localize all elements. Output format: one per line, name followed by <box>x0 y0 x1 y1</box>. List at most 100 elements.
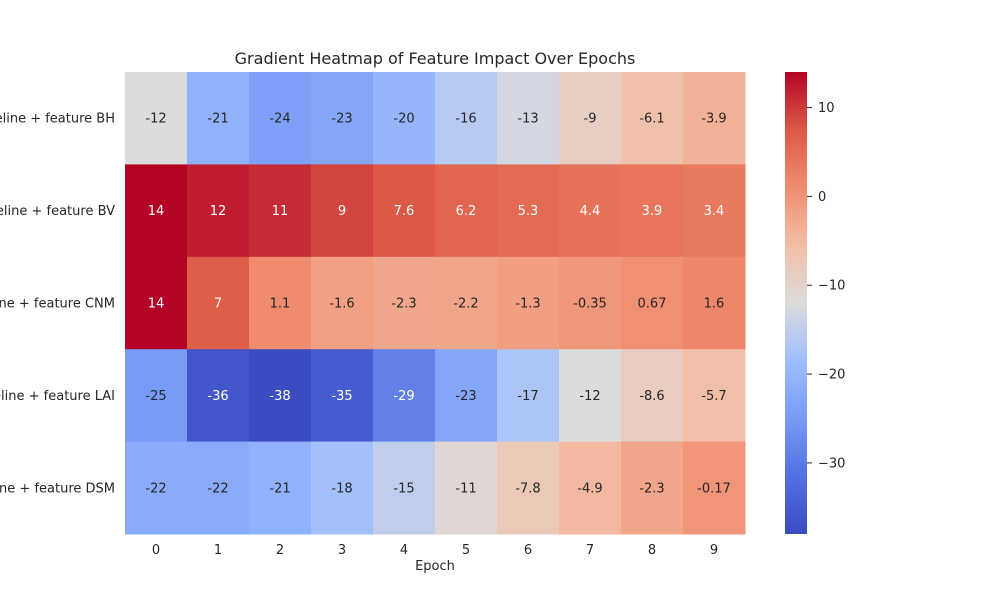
heatmap-cell <box>311 349 374 443</box>
cell-value-label: -2.3 <box>391 297 416 312</box>
heatmap-cell <box>559 349 622 443</box>
cell-value-label: -38 <box>269 389 290 404</box>
heatmap-cell <box>559 441 622 535</box>
x-tick-label: 1 <box>214 543 222 558</box>
heatmap-cell <box>373 256 436 350</box>
heatmap-cell <box>683 72 746 165</box>
cell-value-label: -1.6 <box>329 297 354 312</box>
cell-value-label: -12 <box>145 112 166 127</box>
heatmap-cell <box>621 256 684 350</box>
cell-value-label: -15 <box>393 481 414 496</box>
heatmap-cell <box>311 256 374 350</box>
heatmap-cell <box>187 164 250 258</box>
cell-value-label: 14 <box>148 297 165 312</box>
heatmap-cell <box>249 256 312 350</box>
heatmap-cell <box>187 441 250 535</box>
x-tick-label: 3 <box>338 543 346 558</box>
cell-value-label: -36 <box>207 389 228 404</box>
y-tick-label: Baseline + feature CNM <box>0 297 115 312</box>
heatmap-cell <box>187 349 250 443</box>
cell-value-label: -4.9 <box>577 481 602 496</box>
colorbar <box>785 72 807 534</box>
heatmap-cell <box>187 256 250 350</box>
cell-value-label: 6.2 <box>456 204 477 219</box>
cell-value-label: 1.6 <box>704 297 725 312</box>
x-tick-label: 4 <box>400 543 408 558</box>
x-tick-labels: 0 1 2 3 4 5 6 7 8 9 <box>152 543 718 558</box>
cell-value-label: 3.9 <box>642 204 663 219</box>
cell-value-label: -25 <box>145 389 166 404</box>
heatmap-cell <box>311 441 374 535</box>
x-axis-label: Epoch <box>415 559 455 574</box>
heatmap-cell <box>683 349 746 443</box>
x-tick-label: 8 <box>648 543 656 558</box>
cell-value-label: -5.7 <box>701 389 726 404</box>
heatmap-cell <box>373 164 436 258</box>
cell-value-label: -22 <box>207 481 228 496</box>
cell-value-label: -22 <box>145 481 166 496</box>
heatmap-cell <box>125 441 188 535</box>
heatmap-cell <box>497 349 560 443</box>
heatmap-cell <box>621 349 684 443</box>
x-tick-label: 6 <box>524 543 532 558</box>
cell-value-label: 3.4 <box>704 204 725 219</box>
heatmap-cell <box>435 256 498 350</box>
heatmap-cell <box>683 256 746 350</box>
cell-value-label: -29 <box>393 389 414 404</box>
cell-value-label: -11 <box>455 481 476 496</box>
cell-value-label: 1.1 <box>270 297 291 312</box>
colorbar-ticks: 10 0 −10 −20 −30 <box>807 101 845 471</box>
x-tick-label: 2 <box>276 543 284 558</box>
cell-value-label: 4.4 <box>580 204 601 219</box>
heatmap-cell <box>125 72 188 165</box>
heatmap-cell <box>683 164 746 258</box>
heatmap-cell <box>435 441 498 535</box>
x-tick-label: 9 <box>710 543 718 558</box>
x-tick-label: 0 <box>152 543 160 558</box>
cell-value-label: -20 <box>393 112 414 127</box>
cell-value-label: 5.3 <box>518 204 539 219</box>
chart-title: Gradient Heatmap of Feature Impact Over … <box>235 49 636 68</box>
cell-value-label: 9 <box>338 204 346 219</box>
cell-value-label: -3.9 <box>701 112 726 127</box>
heatmap-cell <box>373 441 436 535</box>
heatmap-cell <box>559 164 622 258</box>
x-tick-label: 5 <box>462 543 470 558</box>
heatmap-cell <box>621 441 684 535</box>
cell-value-label: -6.1 <box>639 112 664 127</box>
heatmap-cell <box>559 256 622 350</box>
cell-value-label: 12 <box>210 204 227 219</box>
cell-value-label: -16 <box>455 112 476 127</box>
heatmap-cell <box>621 164 684 258</box>
colorbar-tick-label: 0 <box>818 190 826 205</box>
cell-value-label: 0.67 <box>638 297 667 312</box>
heatmap-cells <box>125 72 746 535</box>
heatmap-cell <box>249 441 312 535</box>
cell-value-label: 14 <box>148 204 165 219</box>
cell-value-label: -0.17 <box>697 481 731 496</box>
cell-value-label: -0.35 <box>573 297 607 312</box>
x-tick-label: 7 <box>586 543 594 558</box>
heatmap-cell <box>249 164 312 258</box>
colorbar-tick-label: −10 <box>818 279 845 294</box>
cell-value-label: -7.8 <box>515 481 540 496</box>
cell-value-label: -1.3 <box>515 297 540 312</box>
colorbar-tick-label: −30 <box>818 456 845 471</box>
colorbar-tick-label: −20 <box>818 368 845 383</box>
heatmap-cell <box>497 164 560 258</box>
heatmap-cell <box>187 72 250 165</box>
cell-labels: -12 -21 -24 -23 -20 -16 -13 -9 -6.1 -3.9 14 12 11 9 7.… <box>145 112 730 497</box>
cell-value-label: -17 <box>517 389 538 404</box>
heatmap-cell <box>311 72 374 165</box>
y-tick-label: Baseline + feature DSM <box>0 481 115 496</box>
heatmap-cell <box>497 72 560 165</box>
heatmap-cell <box>497 441 560 535</box>
y-tick-label: Baseline + feature LAI <box>0 389 115 404</box>
cell-value-label: -21 <box>207 112 228 127</box>
cell-value-label: 11 <box>272 204 289 219</box>
heatmap-cell <box>621 72 684 165</box>
heatmap-cell <box>683 441 746 535</box>
row-labels: Baseline + feature BH Baseline + feature … <box>0 112 115 497</box>
heatmap-cell <box>125 256 188 350</box>
